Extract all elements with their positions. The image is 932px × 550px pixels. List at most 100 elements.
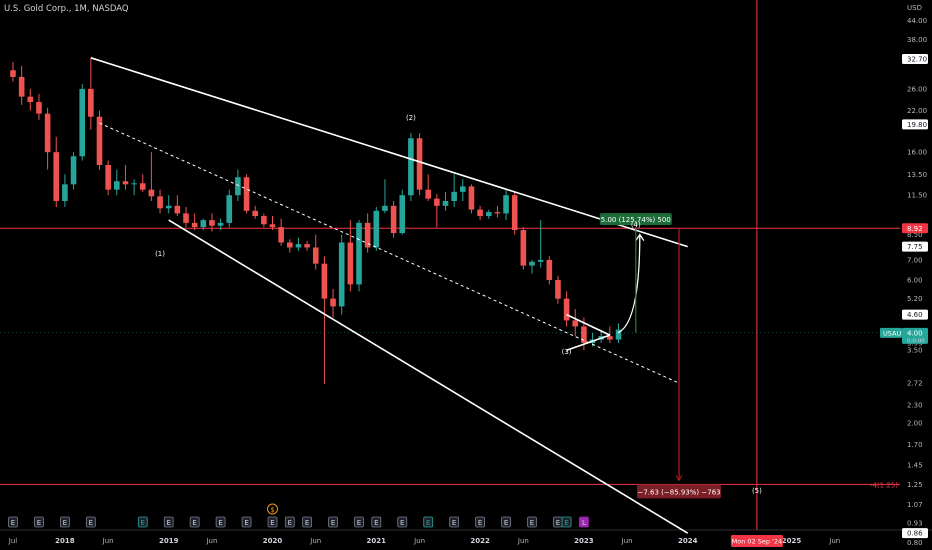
- event-badge: [501, 516, 511, 528]
- x-tick-label: Jul: [8, 537, 18, 545]
- y-tick: 7.75: [902, 241, 928, 252]
- candle-body: [390, 205, 397, 234]
- candle-body: [615, 329, 622, 340]
- event-letter: E: [357, 519, 361, 527]
- y-tick: 7.00: [907, 256, 923, 264]
- event-marker: E: [163, 516, 174, 528]
- y-tick: 1.07: [907, 501, 923, 509]
- event-marker: E: [302, 516, 313, 528]
- price-countdown: 0:0:00: [907, 338, 925, 344]
- y-tick-label: 1.25: [907, 481, 923, 489]
- event-letter: E: [63, 519, 67, 527]
- candle-body: [607, 336, 613, 340]
- candle: [131, 179, 137, 196]
- y-tick-label: 1.07: [907, 501, 923, 509]
- event-marker: E: [371, 516, 382, 528]
- candle-body: [511, 195, 518, 231]
- candle-body: [494, 212, 501, 214]
- event-badge: [328, 516, 338, 528]
- symbol-badge-text: USAU: [883, 329, 901, 337]
- wave-label: (1): [155, 250, 165, 258]
- candle-body: [373, 210, 380, 248]
- candle: [18, 65, 25, 105]
- candle: [139, 174, 146, 192]
- y-tick: 44.00: [907, 17, 927, 25]
- candle-body: [157, 196, 163, 209]
- event-letter: E: [11, 519, 15, 527]
- candle: [399, 189, 406, 235]
- candle-body: [304, 244, 310, 248]
- candle-body: [122, 181, 129, 185]
- y-tick-label: 44.00: [907, 17, 927, 25]
- event-letter: E: [89, 519, 93, 527]
- event-letter: E: [426, 519, 430, 527]
- event-badge: [137, 516, 148, 528]
- candle-body: [347, 242, 354, 285]
- wave-label: (2): [406, 114, 416, 122]
- y-tick: 22.00: [907, 107, 927, 115]
- y-tick-label: 2.00: [907, 420, 923, 428]
- candle: [183, 207, 189, 228]
- candle-body: [62, 184, 68, 201]
- y-tick-box: [902, 241, 928, 252]
- event-marker: E: [284, 516, 295, 528]
- y-tick-label: 0.86: [907, 530, 923, 538]
- x-tick-label: 2023: [574, 537, 594, 545]
- currency-label: USD: [907, 4, 922, 12]
- x-tick-label: Jun: [205, 537, 217, 545]
- candle: [434, 194, 440, 228]
- event-letter: E: [504, 519, 508, 527]
- candle-body: [165, 205, 172, 209]
- event-marker: E: [527, 516, 537, 528]
- candle-body: [148, 189, 155, 197]
- event-badge: [163, 516, 174, 528]
- y-tick: 13.50: [907, 171, 927, 179]
- candle: [356, 220, 362, 292]
- event-badge: [371, 516, 382, 528]
- candle: [546, 256, 553, 285]
- price-axis: [900, 0, 932, 550]
- y-tick: 6.00: [907, 276, 923, 284]
- candle: [157, 189, 163, 214]
- candle-body: [96, 116, 103, 165]
- y-tick-label: 3.50: [907, 347, 923, 355]
- symbol-interval: 1M: [74, 4, 87, 14]
- candle-body: [18, 76, 25, 97]
- event-badge: [34, 516, 44, 528]
- candle: [451, 174, 457, 208]
- x-tick-label: 2018: [55, 537, 75, 545]
- event-badge: [85, 516, 96, 528]
- x-tick-label: Jun: [309, 537, 321, 545]
- event-badge: [449, 516, 460, 528]
- candle: [460, 179, 466, 201]
- candle-body: [79, 88, 85, 157]
- event-letter: E: [452, 519, 456, 527]
- event-badge: [284, 516, 295, 528]
- candle: [44, 107, 51, 170]
- crosshair-date-text: Mon 02 Sep '24: [732, 538, 782, 546]
- triangle-lower-line: [566, 334, 611, 351]
- y-tick-box: [902, 54, 928, 64]
- event-letter: E: [331, 519, 335, 527]
- candle: [200, 218, 207, 231]
- candle: [382, 179, 388, 214]
- x-tick-label: 2025: [782, 537, 802, 545]
- candle-body: [382, 205, 388, 211]
- candle-body: [235, 177, 241, 196]
- triangle-upper-line: [566, 313, 611, 336]
- event-marker: E: [423, 516, 434, 528]
- event-badge: [241, 516, 252, 528]
- candle: [555, 275, 561, 304]
- event-badge: [475, 516, 486, 528]
- event-letter: E: [166, 519, 170, 527]
- y-tick-label: 32.70: [907, 56, 927, 64]
- price-value: 4.00: [907, 329, 923, 337]
- y-tick-label: 26.00: [907, 85, 927, 93]
- candle: [390, 200, 397, 238]
- candle-body: [321, 263, 328, 299]
- candle-body: [209, 220, 215, 226]
- y-tick-label: 7.00: [907, 256, 923, 264]
- event-letter: E: [141, 519, 145, 527]
- y-tick-label: 8.50: [907, 231, 923, 239]
